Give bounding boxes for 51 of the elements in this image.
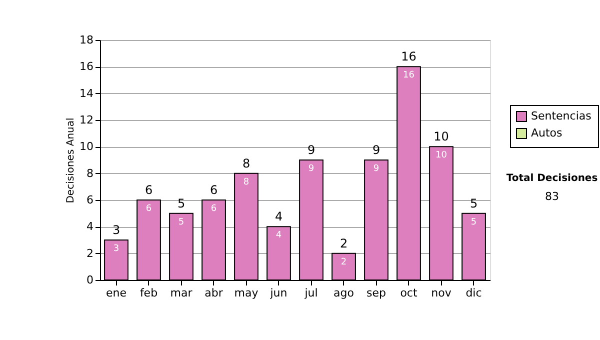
text: Total Decisiones xyxy=(506,173,598,184)
x-tick-label: ago xyxy=(334,286,354,300)
annotation: 6 xyxy=(144,183,153,197)
data-label: 10 xyxy=(436,150,448,161)
annotation: 5 xyxy=(470,196,478,210)
data-label: 6 xyxy=(146,204,152,214)
x-tick-label: sep xyxy=(366,286,386,300)
x-tick-label: ene xyxy=(106,286,127,300)
y-tick-label: 18 xyxy=(80,34,94,46)
annotation: 16 xyxy=(401,50,416,64)
x-tick-label: jul xyxy=(304,286,318,300)
legend-label: Autos xyxy=(531,126,563,140)
annotation: 9 xyxy=(307,143,316,157)
data-label: 5 xyxy=(470,217,477,228)
annotation: 8 xyxy=(242,156,250,170)
x-tick-label: mar xyxy=(170,286,193,300)
annotation: 5 xyxy=(177,196,186,210)
x-tick-label: oct xyxy=(400,286,418,300)
y-tick-label: 8 xyxy=(86,166,94,180)
data-label: 5 xyxy=(178,217,184,228)
x-tick-label: jun xyxy=(269,286,288,300)
y-tick-label: 0 xyxy=(86,274,94,286)
y-axis-title: Decisiones Anual xyxy=(66,118,77,204)
data-label: 16 xyxy=(403,70,415,81)
annotation: 10 xyxy=(434,130,449,144)
x-tick-label: feb xyxy=(140,286,158,300)
x-tick-label: abr xyxy=(204,286,224,300)
data-label: 2 xyxy=(340,257,347,268)
annotation: 3 xyxy=(112,223,120,237)
x-tick-label: may xyxy=(234,286,259,300)
text: 83 xyxy=(545,190,559,203)
annotation: 2 xyxy=(340,236,348,250)
annotation: 9 xyxy=(372,143,380,157)
annotation: 6 xyxy=(210,183,218,197)
data-label: 8 xyxy=(243,177,250,188)
y-tick-label: 6 xyxy=(86,194,94,206)
x-tick-label: nov xyxy=(431,286,452,300)
y-tick-label: 12 xyxy=(80,114,94,126)
data-label: 9 xyxy=(308,164,314,174)
data-label: 6 xyxy=(210,204,217,214)
y-tick-label: 2 xyxy=(86,246,94,260)
x-tick-label: dic xyxy=(466,286,482,300)
legend-label: Sentencias xyxy=(531,110,592,122)
y-tick-label: 10 xyxy=(80,140,94,154)
y-tick-label: 14 xyxy=(80,86,94,100)
y-tick-label: 16 xyxy=(80,60,94,74)
data-label: 9 xyxy=(373,164,380,174)
data-label: 4 xyxy=(276,230,282,241)
data-label: 3 xyxy=(113,244,120,254)
y-tick-label: 4 xyxy=(86,220,94,234)
annotation: 4 xyxy=(274,210,283,224)
